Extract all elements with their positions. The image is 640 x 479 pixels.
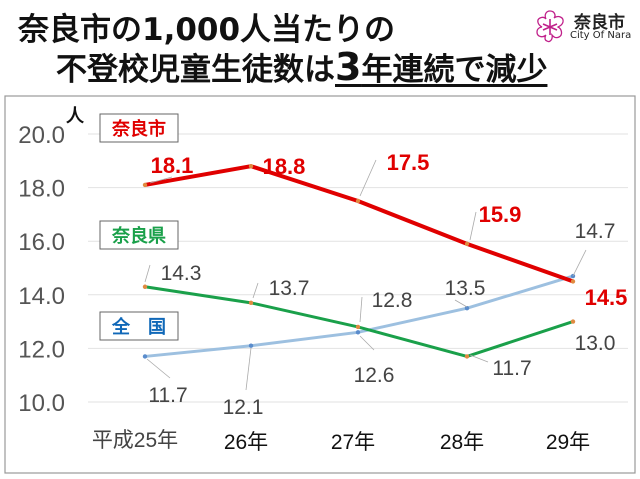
data-label: 18.8 <box>263 154 306 179</box>
data-point <box>142 182 148 188</box>
data-label: 14.7 <box>575 220 616 243</box>
y-tick-label: 18.0 <box>18 176 65 203</box>
data-point <box>248 163 254 169</box>
data-label: 14.5 <box>585 285 628 310</box>
city-logo: 奈良市 City Of Nara <box>532 8 632 48</box>
data-point <box>355 198 361 204</box>
data-label: 15.9 <box>479 202 522 227</box>
leader-line <box>245 347 252 391</box>
data-label: 12.1 <box>223 396 264 419</box>
x-tick-label: 27年 <box>331 431 375 454</box>
title-line-2-b: 年連続で減少 <box>361 52 548 88</box>
data-point <box>142 284 148 289</box>
legend-label: 奈良市 <box>111 118 166 139</box>
data-label: 11.7 <box>148 384 187 407</box>
leader-line <box>144 264 151 283</box>
x-tick-label: 平成25年 <box>92 429 178 452</box>
leader-line <box>149 176 173 184</box>
data-point <box>248 343 254 348</box>
data-label: 11.7 <box>492 357 531 380</box>
data-label: 12.6 <box>354 364 395 387</box>
data-point <box>355 330 361 335</box>
title-line-1: 奈良市の1,000人当たりの <box>18 12 396 48</box>
data-label: 12.8 <box>372 289 413 312</box>
y-tick-label: 16.0 <box>18 229 65 256</box>
data-point <box>464 354 470 359</box>
title-line-2-a: 不登校児童生徒数は <box>56 52 335 88</box>
data-point <box>248 300 254 306</box>
data-point <box>570 319 576 324</box>
data-label: 13.7 <box>269 277 310 300</box>
x-tick-label: 28年 <box>440 431 484 454</box>
y-tick-label: 14.0 <box>18 283 65 310</box>
data-label: 18.1 <box>151 153 194 178</box>
y-tick-label: 12.0 <box>18 336 65 363</box>
data-label: 13.0 <box>575 332 616 355</box>
data-label: 17.5 <box>387 150 430 175</box>
title-line-2-number: 3 <box>335 45 362 89</box>
data-point <box>355 324 361 330</box>
data-label: 13.5 <box>445 277 486 300</box>
legend-label: 全 国 <box>111 316 166 337</box>
legend-label: 奈良県 <box>111 225 166 246</box>
logo-english: City Of Nara <box>570 30 632 41</box>
leader-line <box>359 296 363 323</box>
cherry-blossom-emblem-icon <box>536 10 564 43</box>
data-point <box>570 273 576 279</box>
leader-line <box>359 159 377 197</box>
series-line-1 <box>144 285 574 359</box>
x-tick-label: 26年 <box>224 431 268 454</box>
y-axis-unit: 人 <box>66 106 85 126</box>
y-tick-label: 20.0 <box>18 122 65 149</box>
leader-line <box>454 299 468 308</box>
data-label: 14.3 <box>161 262 202 285</box>
series-line-2 <box>144 274 574 358</box>
legend-box <box>99 311 179 341</box>
leader-line <box>572 249 587 277</box>
data-point <box>570 279 576 284</box>
chart-frame <box>4 95 636 474</box>
title-line-2: 不登校児童生徒数は3年連続で減少 <box>56 44 547 89</box>
leader-line <box>359 335 375 351</box>
legend-box <box>99 220 179 250</box>
data-point <box>142 354 148 359</box>
data-point <box>464 241 470 247</box>
x-tick-label: 29年 <box>546 431 590 454</box>
y-tick-label: 10.0 <box>18 390 65 417</box>
leader-line <box>146 358 171 379</box>
data-point <box>464 306 470 311</box>
leader-line <box>469 211 477 241</box>
logo-name: 奈良市 <box>574 13 625 33</box>
leader-line <box>469 354 489 363</box>
leader-line <box>252 282 259 299</box>
legend-box <box>99 113 179 143</box>
